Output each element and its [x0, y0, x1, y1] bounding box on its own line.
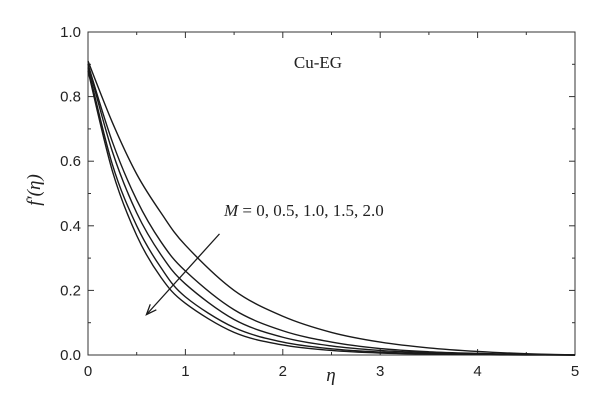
- parameter-values: = 0, 0.5, 1.0, 1.5, 2.0: [238, 201, 384, 220]
- axis-ticks: [87, 31, 576, 356]
- series-line-5: [87, 70, 575, 356]
- x-tick-label: 1: [181, 363, 189, 380]
- y-tick-label: 0.4: [60, 218, 81, 235]
- y-tick-label: 0.8: [60, 89, 81, 106]
- arrow-head: [145, 304, 157, 316]
- fluid-label: Cu-EG: [294, 53, 342, 72]
- parameter-annotation: M = 0, 0.5, 1.0, 1.5, 2.0: [223, 201, 384, 220]
- plot-frame: [87, 31, 576, 356]
- arrow-shaft: [145, 233, 220, 316]
- x-tick-label: 4: [473, 363, 481, 380]
- direction-arrow: [145, 233, 220, 316]
- x-tick-label: 2: [279, 363, 287, 380]
- x-tick-label: 5: [571, 363, 579, 380]
- y-tick-label: 0.6: [60, 153, 81, 170]
- x-tick-label: 0: [84, 363, 92, 380]
- series-lines: [87, 60, 576, 356]
- x-tick-label: 3: [376, 363, 384, 380]
- x-axis-label: η: [326, 365, 335, 386]
- tick-labels: 0 1 2 3 4 5 0.0 0.2 0.4 0.6 0.8 1.0: [60, 24, 579, 380]
- y-tick-label: 0.0: [60, 347, 81, 364]
- y-tick-label: 0.2: [60, 282, 81, 299]
- parameter-symbol: M: [223, 201, 239, 220]
- y-tick-label: 1.0: [60, 24, 81, 41]
- series-line-1: [87, 60, 576, 356]
- plot-area-border: [87, 31, 576, 356]
- y-axis-label: f′(η): [24, 174, 45, 206]
